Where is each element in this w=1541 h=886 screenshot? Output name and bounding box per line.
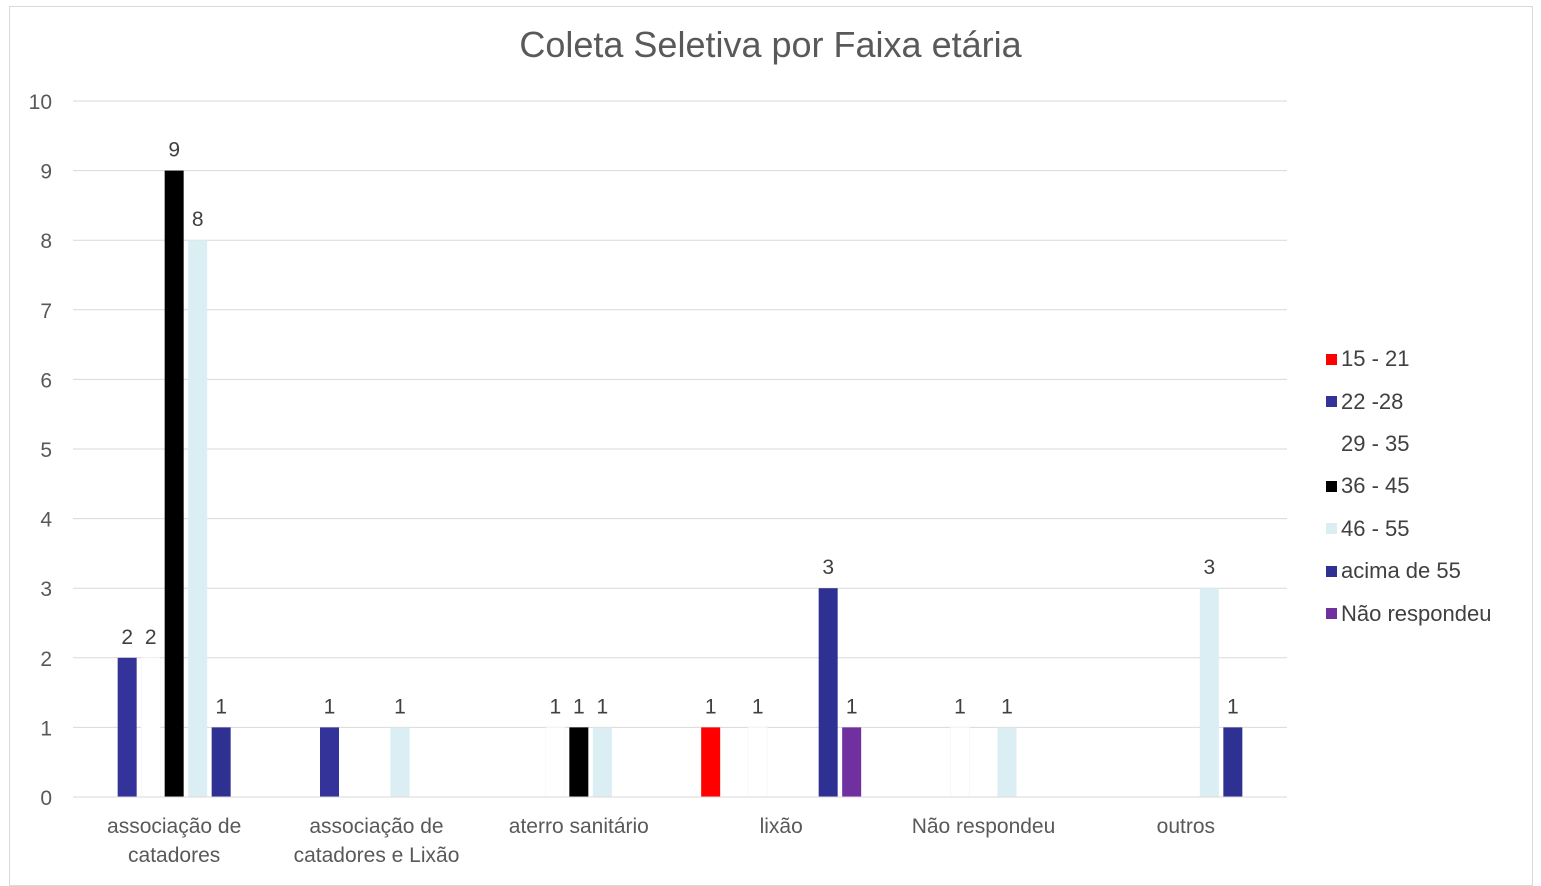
bar	[950, 727, 970, 798]
legend-label: 15 - 21	[1341, 346, 1410, 372]
data-label: 1	[215, 695, 227, 718]
legend-item: 46 - 55	[1326, 508, 1491, 550]
bar	[569, 727, 589, 797]
y-tick-label: 10	[29, 91, 52, 114]
data-label: 8	[192, 208, 204, 231]
y-tick-label: 5	[40, 439, 52, 462]
data-label: 1	[324, 695, 336, 718]
y-tick-label: 0	[40, 787, 52, 810]
chart-title: Coleta Seletiva por Faixa etária	[519, 24, 1022, 65]
y-tick-label: 2	[40, 648, 52, 671]
data-label: 1	[954, 695, 966, 718]
data-label: 1	[549, 695, 561, 718]
data-label: 9	[168, 139, 180, 162]
bar	[592, 727, 612, 797]
legend-item: acima de 55	[1326, 550, 1491, 592]
legend-label: 29 - 35	[1341, 430, 1410, 456]
data-label: 1	[394, 695, 406, 718]
x-tick-label: aterro sanitário	[509, 815, 649, 838]
data-label: 1	[846, 695, 858, 718]
legend-item: 15 - 21	[1326, 338, 1491, 380]
x-tick-label: Não respondeu	[912, 815, 1056, 838]
legend-item: 22 -28	[1326, 380, 1491, 422]
legend-label: acima de 55	[1341, 558, 1461, 584]
bar	[545, 727, 566, 798]
data-label: 1	[1001, 695, 1013, 718]
data-label: 1	[1227, 695, 1239, 718]
legend-label: 22 -28	[1341, 388, 1404, 414]
bar	[747, 727, 768, 798]
legend-swatch	[1326, 353, 1337, 365]
chart-frame	[9, 6, 1533, 886]
legend-swatch	[1326, 523, 1337, 535]
y-tick-label: 4	[40, 509, 52, 532]
bar	[117, 657, 137, 797]
bar	[164, 170, 184, 798]
data-label: 1	[573, 695, 585, 718]
y-tick-label: 8	[40, 230, 52, 253]
x-tick-label: associação de	[309, 815, 443, 838]
legend-swatch	[1326, 565, 1337, 577]
legend-label: 36 - 45	[1341, 473, 1410, 499]
y-tick-label: 7	[40, 300, 52, 323]
bar	[701, 727, 721, 797]
y-tick-label: 1	[40, 717, 52, 740]
legend-swatch	[1326, 608, 1337, 620]
data-label: 3	[1203, 556, 1215, 579]
bar	[211, 727, 231, 797]
x-tick-label: catadores	[128, 844, 220, 867]
data-label: 1	[705, 695, 717, 718]
legend-item: 36 - 45	[1326, 465, 1491, 507]
data-label: 2	[121, 626, 133, 649]
data-label: 3	[822, 556, 834, 579]
bar	[1199, 588, 1219, 797]
x-tick-label: catadores e Lixão	[294, 844, 460, 867]
y-tick-label: 3	[40, 578, 52, 601]
bar	[140, 657, 161, 798]
bar	[997, 727, 1017, 797]
bar	[818, 588, 838, 797]
bar	[842, 727, 862, 797]
chart-legend: 15 - 21 22 -28 29 - 35 36 - 45 46 - 55 acima …	[1326, 338, 1491, 635]
legend-swatch	[1326, 480, 1337, 492]
legend-label: 46 - 55	[1341, 515, 1410, 541]
bar	[320, 727, 339, 797]
legend-item: 29 - 35	[1326, 423, 1491, 465]
legend-item: Não respondeu	[1326, 592, 1491, 634]
y-tick-label: 6	[40, 369, 52, 392]
y-tick-label: 9	[40, 161, 52, 184]
legend-label: Não respondeu	[1341, 600, 1492, 626]
bar	[1223, 727, 1243, 797]
data-label: 1	[752, 695, 764, 718]
x-tick-label: lixão	[760, 815, 803, 838]
bar	[188, 240, 208, 797]
legend-swatch	[1326, 438, 1337, 450]
bar	[390, 727, 410, 797]
data-label: 1	[596, 695, 608, 718]
x-tick-label: outros	[1157, 815, 1215, 838]
x-tick-label: associação de	[107, 815, 241, 838]
data-label: 2	[145, 626, 157, 649]
legend-swatch	[1326, 396, 1337, 408]
